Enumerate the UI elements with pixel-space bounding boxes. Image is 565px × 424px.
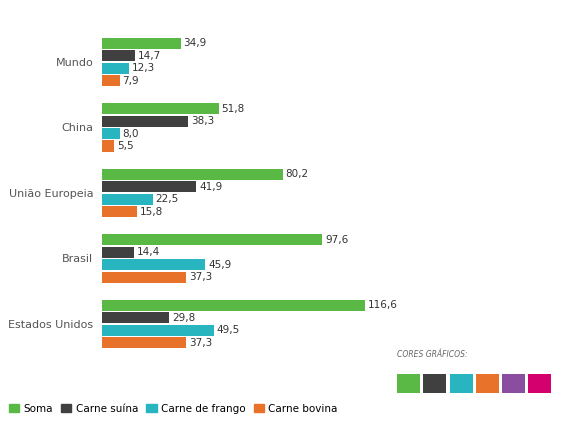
FancyBboxPatch shape bbox=[423, 374, 446, 393]
Bar bbox=[102, 247, 134, 258]
FancyBboxPatch shape bbox=[528, 374, 551, 393]
Text: 116,6: 116,6 bbox=[368, 300, 398, 310]
Text: 14,4: 14,4 bbox=[137, 247, 160, 257]
Text: 45,9: 45,9 bbox=[208, 259, 232, 270]
Text: 14,7: 14,7 bbox=[138, 50, 161, 61]
Bar bbox=[102, 75, 120, 86]
Bar bbox=[102, 128, 120, 139]
Text: 49,5: 49,5 bbox=[216, 325, 240, 335]
Text: 97,6: 97,6 bbox=[325, 235, 348, 245]
Bar bbox=[102, 140, 114, 152]
Text: 29,8: 29,8 bbox=[172, 313, 195, 323]
Text: CORES GRÁFICOS:: CORES GRÁFICOS: bbox=[397, 349, 468, 359]
Bar bbox=[102, 312, 169, 324]
Text: 37,3: 37,3 bbox=[189, 272, 212, 282]
FancyBboxPatch shape bbox=[476, 374, 499, 393]
Bar bbox=[102, 116, 188, 127]
Text: 38,3: 38,3 bbox=[191, 116, 214, 126]
Bar bbox=[102, 38, 181, 49]
Text: 80,2: 80,2 bbox=[286, 169, 309, 179]
Bar bbox=[102, 181, 197, 192]
Bar bbox=[102, 103, 219, 114]
Text: 8,0: 8,0 bbox=[123, 128, 139, 139]
FancyBboxPatch shape bbox=[502, 374, 525, 393]
Bar bbox=[102, 271, 186, 283]
Text: 34,9: 34,9 bbox=[183, 38, 207, 48]
Bar bbox=[102, 337, 186, 348]
Text: 51,8: 51,8 bbox=[221, 104, 245, 114]
Bar bbox=[102, 50, 135, 61]
FancyBboxPatch shape bbox=[397, 374, 420, 393]
Legend: Soma, Carne suína, Carne de frango, Carne bovina: Soma, Carne suína, Carne de frango, Carn… bbox=[8, 404, 338, 413]
Bar bbox=[102, 206, 137, 217]
Bar bbox=[102, 62, 129, 74]
Bar bbox=[102, 325, 214, 336]
Text: 22,5: 22,5 bbox=[155, 194, 179, 204]
Text: 15,8: 15,8 bbox=[140, 206, 163, 217]
Text: 12,3: 12,3 bbox=[132, 63, 155, 73]
Bar bbox=[102, 169, 283, 180]
Text: 7,9: 7,9 bbox=[122, 75, 139, 86]
Bar bbox=[102, 259, 206, 270]
Bar bbox=[102, 300, 365, 311]
Bar bbox=[102, 194, 153, 205]
Text: 41,9: 41,9 bbox=[199, 182, 223, 192]
Text: 37,3: 37,3 bbox=[189, 338, 212, 348]
Bar bbox=[102, 234, 322, 245]
FancyBboxPatch shape bbox=[450, 374, 472, 393]
Text: 5,5: 5,5 bbox=[117, 141, 133, 151]
